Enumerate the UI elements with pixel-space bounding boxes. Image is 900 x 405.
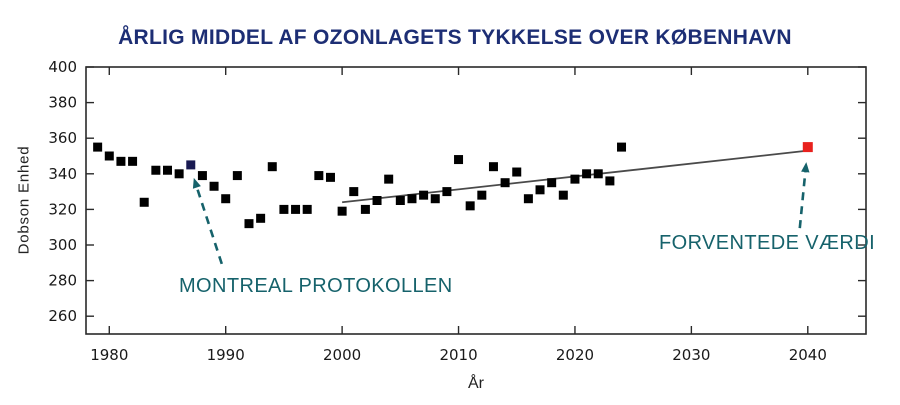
annotation-arrowhead bbox=[192, 177, 201, 189]
data-point-aarlig-middel-maalt bbox=[582, 169, 592, 179]
data-point-aarlig-middel-maalt bbox=[104, 151, 114, 161]
data-point-aarlig-middel-maalt bbox=[244, 219, 254, 229]
annotation-arrowhead bbox=[801, 162, 810, 173]
data-point-aarlig-middel-maalt bbox=[151, 165, 161, 175]
y-tick-label: 400 bbox=[48, 58, 77, 76]
data-point-aarlig-middel-maalt bbox=[337, 206, 347, 216]
data-point-aarlig-middel-maalt bbox=[430, 194, 440, 204]
data-point-aarlig-middel-maalt bbox=[442, 187, 452, 197]
x-tick-label: 2010 bbox=[439, 346, 477, 364]
data-point-aarlig-middel-maalt bbox=[279, 204, 289, 214]
y-tick-label: 380 bbox=[48, 94, 77, 112]
data-point-forventede-vaerdi-punkt bbox=[802, 142, 813, 153]
data-point-aarlig-middel-maalt bbox=[93, 142, 103, 152]
data-point-aarlig-middel-maalt bbox=[325, 172, 335, 182]
x-tick-label: 1980 bbox=[90, 346, 128, 364]
annotation-montreal-protokollen: MONTREAL PROTOKOLLEN bbox=[179, 275, 453, 297]
data-point-aarlig-middel-maalt bbox=[139, 197, 149, 207]
annotation-arrow bbox=[195, 186, 224, 265]
data-point-aarlig-middel-maalt bbox=[128, 156, 138, 166]
data-point-aarlig-middel-maalt bbox=[197, 171, 207, 181]
data-point-aarlig-middel-maalt bbox=[500, 178, 510, 188]
x-tick-label: 2040 bbox=[789, 346, 827, 364]
y-tick-label: 300 bbox=[48, 236, 77, 254]
data-point-aarlig-middel-maalt bbox=[535, 185, 545, 195]
data-point-aarlig-middel-maalt bbox=[360, 204, 370, 214]
x-tick-label: 1990 bbox=[207, 346, 245, 364]
x-tick-label: 2030 bbox=[672, 346, 710, 364]
data-point-aarlig-middel-maalt bbox=[256, 213, 266, 223]
data-point-aarlig-middel-maalt bbox=[314, 171, 324, 181]
data-point-montreal-protokollen-punkt bbox=[186, 160, 196, 170]
x-tick-label: 2000 bbox=[323, 346, 361, 364]
data-point-aarlig-middel-maalt bbox=[558, 190, 568, 200]
chart-title: ÅRLIG MIDDEL AF OZONLAGETS TYKKELSE OVER… bbox=[118, 26, 792, 49]
y-tick-label: 340 bbox=[48, 165, 77, 183]
data-point-aarlig-middel-maalt bbox=[454, 155, 464, 165]
plot-frame bbox=[85, 66, 867, 335]
x-tick-label: 2020 bbox=[556, 346, 594, 364]
data-point-aarlig-middel-maalt bbox=[617, 142, 627, 152]
data-point-aarlig-middel-maalt bbox=[570, 174, 580, 184]
annotation-forventede-vaerdi: FORVENTEDE VÆRDI bbox=[659, 232, 876, 254]
data-point-aarlig-middel-maalt bbox=[267, 162, 277, 172]
data-point-aarlig-middel-maalt bbox=[477, 190, 487, 200]
data-point-aarlig-middel-maalt bbox=[302, 204, 312, 214]
data-point-aarlig-middel-maalt bbox=[209, 181, 219, 191]
data-point-aarlig-middel-maalt bbox=[512, 167, 522, 177]
y-tick-label: 260 bbox=[48, 307, 77, 325]
y-tick-label: 280 bbox=[48, 272, 77, 290]
x-axis-label: År bbox=[468, 375, 484, 392]
data-point-aarlig-middel-maalt bbox=[407, 194, 417, 204]
data-point-aarlig-middel-maalt bbox=[465, 201, 475, 211]
data-point-aarlig-middel-maalt bbox=[523, 194, 533, 204]
data-point-aarlig-middel-maalt bbox=[116, 156, 126, 166]
data-point-aarlig-middel-maalt bbox=[547, 178, 557, 188]
data-point-aarlig-middel-maalt bbox=[174, 169, 184, 179]
data-point-aarlig-middel-maalt bbox=[605, 176, 615, 186]
data-point-aarlig-middel-maalt bbox=[384, 174, 394, 184]
data-point-aarlig-middel-maalt bbox=[349, 187, 359, 197]
y-tick-label: 360 bbox=[48, 129, 77, 147]
data-point-aarlig-middel-maalt bbox=[232, 171, 242, 181]
data-point-aarlig-middel-maalt bbox=[419, 190, 429, 200]
y-axis-label: Dobson Enhed bbox=[15, 145, 33, 255]
y-tick-label: 320 bbox=[48, 200, 77, 218]
data-point-aarlig-middel-maalt bbox=[372, 196, 382, 205]
data-point-aarlig-middel-maalt bbox=[395, 196, 405, 205]
data-point-aarlig-middel-maalt bbox=[162, 165, 172, 175]
data-point-aarlig-middel-maalt bbox=[488, 162, 498, 172]
data-point-aarlig-middel-maalt bbox=[593, 169, 603, 179]
data-point-aarlig-middel-maalt bbox=[221, 194, 231, 204]
annotation-arrow bbox=[798, 170, 807, 229]
data-point-aarlig-middel-maalt bbox=[291, 204, 301, 214]
